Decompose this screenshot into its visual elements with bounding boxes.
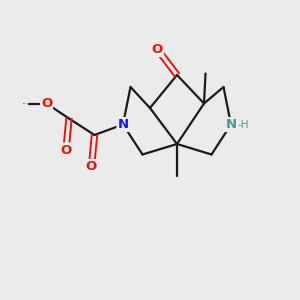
Text: N: N — [117, 118, 129, 131]
Text: O: O — [152, 43, 163, 56]
Text: O: O — [41, 97, 52, 110]
Text: N: N — [225, 118, 237, 131]
Text: O: O — [86, 160, 97, 173]
Text: O: O — [60, 143, 72, 157]
Text: -H: -H — [238, 120, 249, 130]
Text: methyl: methyl — [23, 103, 28, 104]
